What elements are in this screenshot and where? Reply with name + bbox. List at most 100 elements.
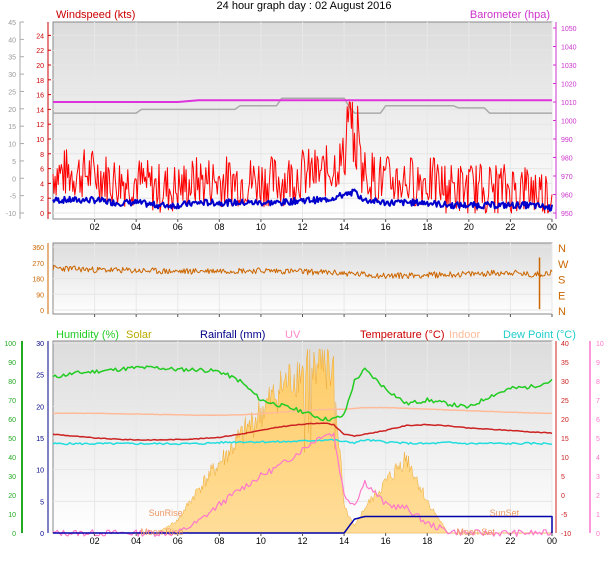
humidity-tick-label: 40 [8,455,16,462]
temp-tick-label: 5 [561,474,565,481]
x-tick-label: 00 [547,536,557,546]
outer-tick-label: 40 [8,37,16,44]
direction-tick-label: 180 [32,277,44,284]
uv-tick-label: 7 [596,398,600,405]
rain-tick-label: 10 [36,468,44,475]
barometer-tick-label: 950 [561,211,573,218]
humidity-tick-label: 70 [8,398,16,405]
outer-tick-label: 25 [8,89,16,96]
x-tick-label: 04 [131,536,141,546]
wind-tick-label: 8 [40,152,44,159]
outer-tick-label: 0 [12,176,16,183]
legend-label: UV [285,329,301,341]
sunrise-label: SunRise [149,508,183,518]
humidity-tick-label: 80 [8,379,16,386]
outer-tick-label: 10 [8,142,16,149]
compass-label: S [558,275,565,287]
temp-tick-label: 25 [561,398,569,405]
x-tick-label: 10 [256,536,266,546]
legend-label: Temperature (°C) [360,329,444,341]
barometer-tick-label: 1040 [561,45,577,52]
x-tick-label: 16 [381,222,391,232]
x-tick-label: 12 [297,536,307,546]
wind-tick-label: 24 [36,33,44,40]
wind-tick-label: 14 [36,107,44,114]
direction-tick-label: 360 [32,245,44,252]
humidity-tick-label: 90 [8,360,16,367]
windspeed-line [52,101,553,214]
uv-tick-label: 9 [596,360,600,367]
temp-tick-label: 35 [561,360,569,367]
compass-label: W [558,259,569,271]
x-tick-label: 10 [256,222,266,232]
dewpoint-line [52,438,553,446]
compass-label: E [558,290,565,302]
wind-tick-label: 6 [40,167,44,174]
legend-label: Humidity (%) [56,329,119,341]
uv-tick-label: 1 [596,512,600,519]
temp-tick-label: 40 [561,341,569,348]
x-tick-label: 06 [173,536,183,546]
outer-tick-label: -5 [10,194,16,201]
uv-tick-label: 5 [596,436,600,443]
wind-tick-label: 20 [36,63,44,70]
x-tick-label: 20 [464,222,474,232]
x-tick-label: 18 [422,222,432,232]
humidity-tick-label: 30 [8,474,16,481]
rain-tick-label: 0 [40,531,44,538]
x-tick-label: 18 [422,536,432,546]
direction-tick-label: 90 [36,292,44,299]
wind-tick-label: 22 [36,48,44,55]
temp-tick-label: 15 [561,436,569,443]
direction-tick-label: 270 [32,261,44,268]
humidity-tick-label: 20 [8,493,16,500]
outer-tick-label: 15 [8,124,16,131]
direction-line [52,264,553,279]
x-tick-label: 08 [214,222,224,232]
outer-tick-label: -10 [6,211,16,218]
wind-tick-label: 18 [36,78,44,85]
x-tick-label: 14 [339,222,349,232]
rain-tick-label: 25 [36,373,44,380]
x-tick-label: 02 [90,536,100,546]
wind-tick-label: 4 [40,181,44,188]
uv-tick-label: 6 [596,417,600,424]
humidity-line [52,365,553,422]
x-tick-label: 14 [339,536,349,546]
humidity-tick-label: 50 [8,436,16,443]
legend-label: Solar [126,329,152,341]
barometer-tick-label: 960 [561,193,573,200]
wind-tick-label: 12 [36,122,44,129]
barometer-tick-label: 1000 [561,119,577,126]
temp-tick-label: 0 [561,493,565,500]
x-tick-label: 20 [464,536,474,546]
barometer-tick-label: 990 [561,137,573,144]
x-tick-label: 00 [547,222,557,232]
x-tick-label: 22 [505,222,515,232]
barometer-label: Barometer (hpa) [470,9,550,21]
humidity-tick-label: 0 [12,531,16,538]
barometer-tick-label: 980 [561,156,573,163]
temp-tick-label: -10 [561,531,571,538]
temp-tick-label: -5 [561,512,567,519]
compass-label: N [558,306,566,318]
barometer-tick-label: 1050 [561,26,577,33]
uv-tick-label: 10 [596,341,604,348]
rain-tick-label: 20 [36,404,44,411]
outer-tick-label: 20 [8,107,16,114]
wind-tick-label: 0 [40,211,44,218]
x-tick-label: 16 [381,536,391,546]
x-tick-label: 06 [173,222,183,232]
wind-label: Windspeed (kts) [56,9,135,21]
uv-tick-label: 0 [596,531,600,538]
indoor-line [53,406,553,417]
uv-tick-label: 4 [596,455,600,462]
barometer-tick-label: 1020 [561,82,577,89]
uv-tick-label: 8 [596,379,600,386]
outer-tick-label: 35 [8,55,16,62]
uv-tick-label: 2 [596,493,600,500]
legend-label: Indoor [449,329,481,341]
wind-tick-label: 16 [36,93,44,100]
temp-tick-label: 10 [561,455,569,462]
